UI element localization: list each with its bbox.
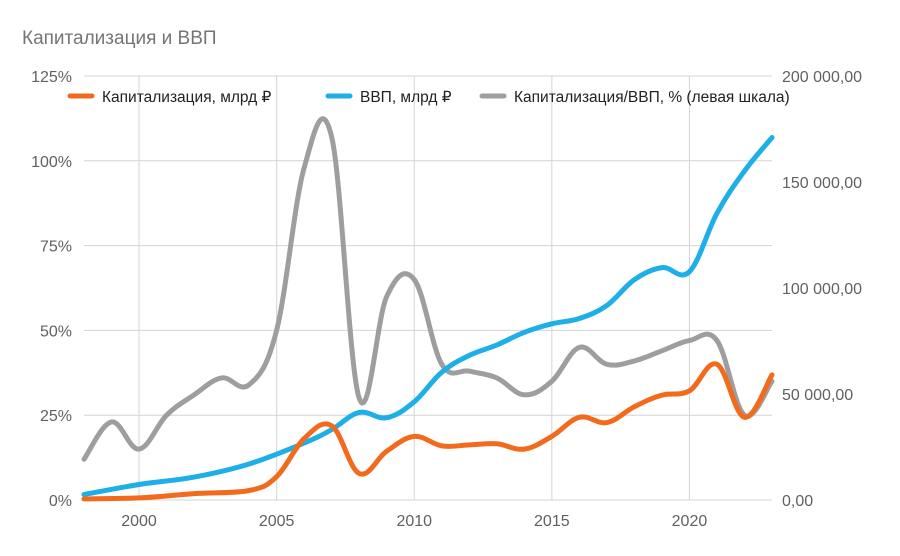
x-tick-label: 2020 xyxy=(672,513,708,530)
chart-title: Капитализация и ВВП xyxy=(22,28,217,49)
legend: Капитализация, млрд ₽ ВВП, млрд ₽ Капитали… xyxy=(67,89,790,106)
axes: 0% 25% 50% 75% 100% 125% 0,00 50 000,00 100 000,… xyxy=(31,69,862,530)
x-tick-label: 2005 xyxy=(259,513,295,530)
y-left-tick-label: 50% xyxy=(40,323,72,340)
y-left-tick-label: 75% xyxy=(40,239,72,256)
legend-label: Капитализация/ВВП, % (левая шкала) xyxy=(514,89,790,106)
y-right-tick-label: 150 000,00 xyxy=(782,175,862,192)
legend-label: ВВП, млрд ₽ xyxy=(360,89,452,106)
y-right-tick-label: 0,00 xyxy=(782,493,813,510)
series-line-0 xyxy=(81,361,775,502)
series-line-2 xyxy=(81,116,775,462)
series-lines xyxy=(81,116,775,502)
grid xyxy=(84,75,772,501)
y-left-tick-label: 0% xyxy=(49,493,72,510)
series-line-1 xyxy=(81,135,775,497)
x-tick-label: 2015 xyxy=(534,513,570,530)
y-left-tick-label: 125% xyxy=(31,69,72,86)
x-tick-label: 2010 xyxy=(396,513,432,530)
y-left-tick-label: 25% xyxy=(40,408,72,425)
y-left-tick-label: 100% xyxy=(31,154,72,171)
y-right-tick-label: 200 000,00 xyxy=(782,69,862,86)
x-tick-label: 2000 xyxy=(121,513,157,530)
y-right-tick-label: 100 000,00 xyxy=(782,281,862,298)
y-right-tick-label: 50 000,00 xyxy=(782,387,853,404)
legend-label: Капитализация, млрд ₽ xyxy=(102,89,272,106)
